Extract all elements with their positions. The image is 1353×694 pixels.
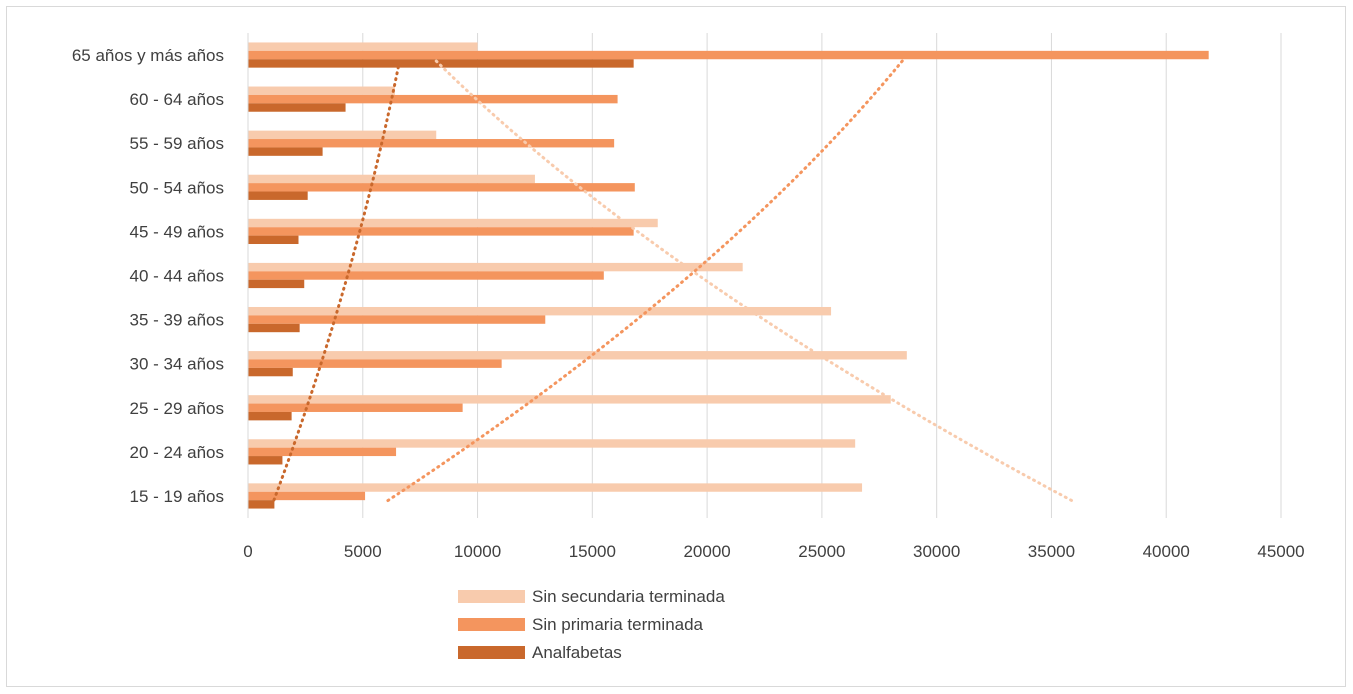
legend-swatch [458,618,525,631]
bar [248,491,366,501]
trendlines [271,59,1076,504]
category-label: 55 - 59 años [129,134,224,153]
axes: 0 5000 10000 15000 20000 25000 30000 35000 40000… [72,33,1305,561]
bar [248,456,283,465]
x-tick-label: 15000 [569,542,616,561]
bar [248,183,635,192]
category-label: 30 - 34 años [129,355,224,374]
bar [248,103,346,112]
bar [248,323,300,333]
bar [248,403,463,412]
bar [248,42,478,51]
x-tick-label: 40000 [1143,542,1190,561]
bar [248,59,634,68]
bar [248,271,604,280]
x-tick-label: 25000 [798,542,845,561]
bar [248,351,907,360]
bar [248,94,618,104]
legend-label: Sin secundaria terminada [532,587,725,606]
bar [248,483,863,492]
bar [248,174,535,184]
trendline [271,59,402,504]
bar [248,447,397,457]
x-tick-label: 35000 [1028,542,1075,561]
gridlines [362,33,1282,518]
bar [248,411,292,421]
bar [248,227,634,236]
bar [248,139,615,148]
legend-swatch [458,590,525,603]
bars [248,42,1209,509]
bar [248,50,1209,60]
trendline [384,59,904,504]
category-label: 15 - 19 años [129,487,224,506]
category-label: 20 - 24 años [129,443,224,462]
bar [248,367,293,377]
category-label: 65 años y más años [72,46,224,65]
bar [248,191,308,200]
legend-label: Sin primaria terminada [532,615,704,634]
bar [248,306,832,316]
category-label: 25 - 29 años [129,399,224,418]
category-label: 50 - 54 años [129,178,224,197]
x-tick-label: 30000 [913,542,960,561]
chart-frame [6,6,1346,687]
x-tick-label: 45000 [1257,542,1304,561]
category-label: 35 - 39 años [129,311,224,330]
bar [248,359,502,368]
trendline [434,59,1076,504]
bar [248,235,299,245]
category-label: 60 - 64 años [129,90,224,109]
x-tick-label: 5000 [344,542,382,561]
category-label: 45 - 49 años [129,222,224,241]
bar [248,130,437,140]
bar [248,86,395,95]
bar [248,315,546,324]
category-label: 40 - 44 años [129,267,224,286]
x-tick-label: 0 [243,542,252,561]
legend: Sin secundaria terminada Sin primaria ter… [458,587,725,662]
x-tick-label: 20000 [683,542,730,561]
bar [248,279,305,289]
bar [248,395,891,404]
legend-swatch [458,646,525,659]
bar [248,218,658,228]
x-tick-label: 10000 [454,542,501,561]
bar [248,262,743,272]
bar [248,147,323,156]
legend-label: Analfabetas [532,643,622,662]
bar [248,500,275,509]
bar [248,439,856,448]
